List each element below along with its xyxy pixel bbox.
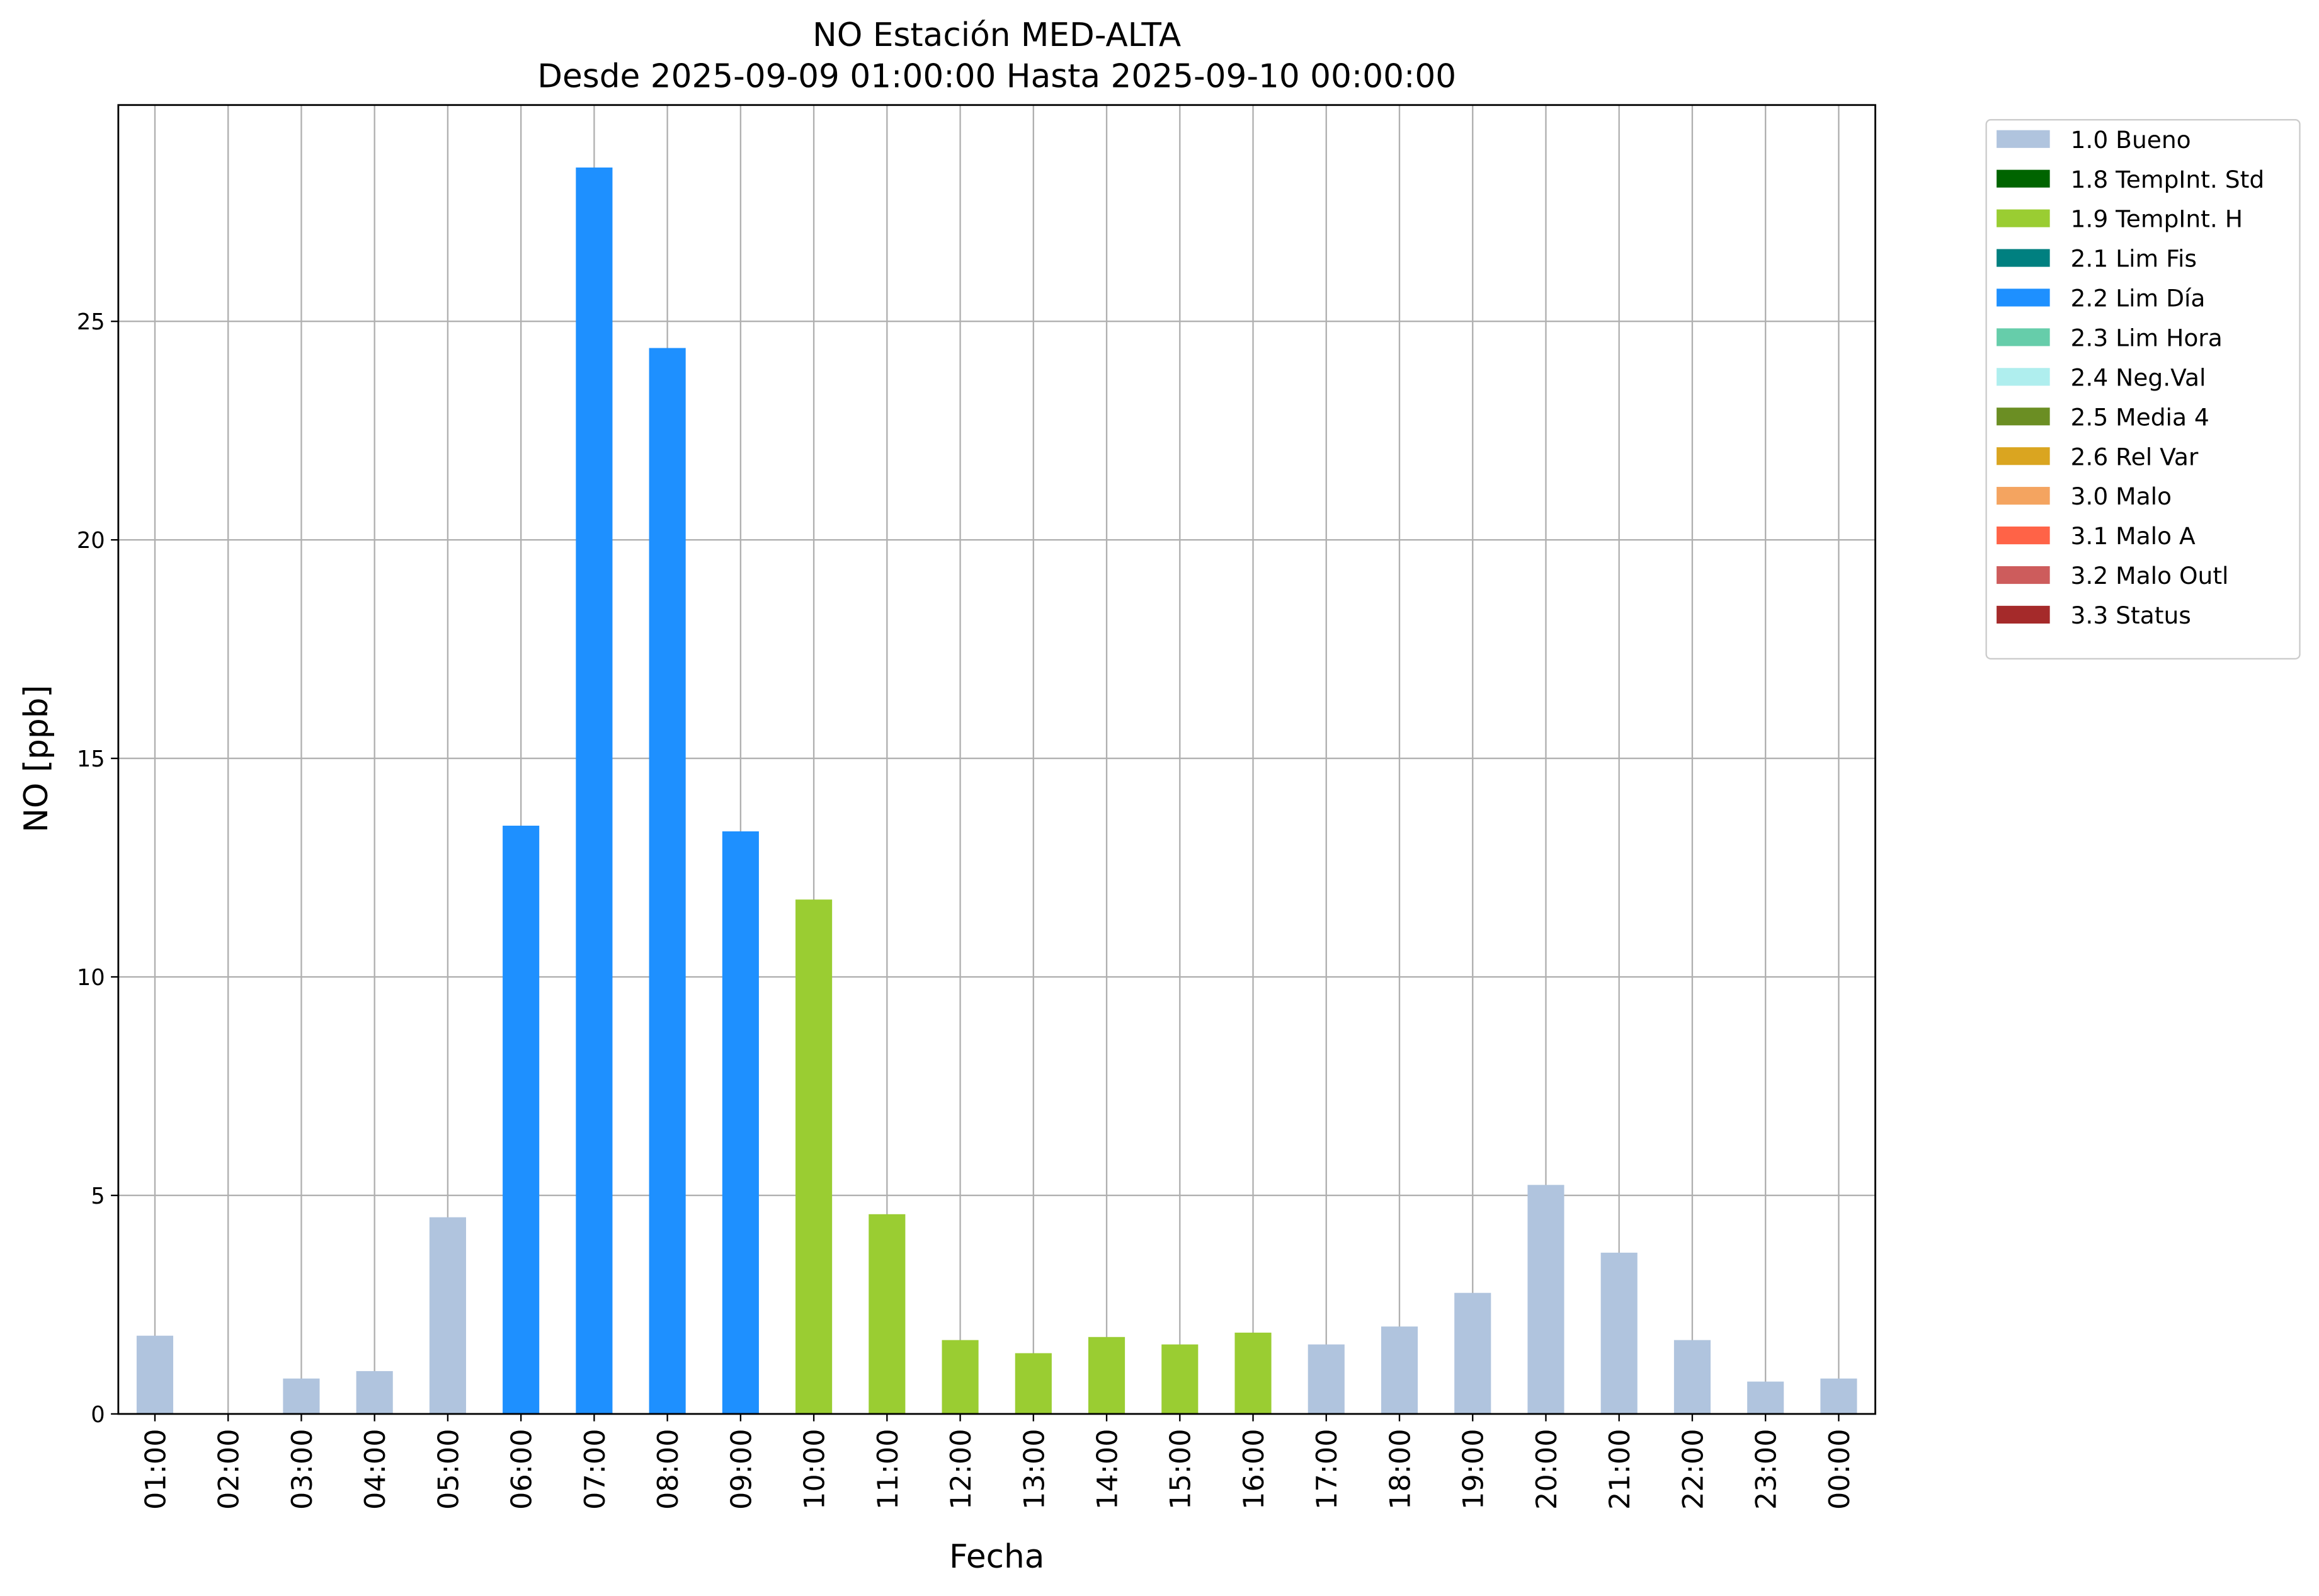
- bar: [1747, 1381, 1784, 1414]
- x-tick-label: 03:00: [286, 1428, 319, 1510]
- x-tick-label: 02:00: [213, 1428, 246, 1510]
- bar: [1820, 1378, 1857, 1414]
- legend-swatch: [1997, 328, 2050, 346]
- legend-swatch: [1997, 169, 2050, 188]
- x-tick-label: 09:00: [725, 1428, 758, 1510]
- x-tick-label: 21:00: [1604, 1428, 1636, 1510]
- x-tick-label: 05:00: [432, 1428, 465, 1510]
- x-tick-label: 13:00: [1018, 1428, 1051, 1510]
- legend-swatch: [1997, 249, 2050, 267]
- legend-swatch: [1997, 605, 2050, 624]
- legend-frame: [1985, 119, 2301, 660]
- legend-label: 1.0 Bueno: [2071, 126, 2191, 154]
- x-tick-label: 04:00: [359, 1428, 392, 1510]
- y-tick-label: 15: [77, 746, 105, 772]
- bar: [1454, 1292, 1491, 1414]
- bar: [942, 1340, 979, 1414]
- bar: [795, 899, 833, 1414]
- bar: [1673, 1340, 1711, 1414]
- bar: [1308, 1344, 1345, 1414]
- bar: [1600, 1252, 1638, 1414]
- x-tick-label: 19:00: [1457, 1428, 1490, 1510]
- legend-label: 2.1 Lim Fis: [2071, 245, 2197, 273]
- bar: [356, 1371, 393, 1414]
- legend-swatch: [1997, 368, 2050, 386]
- x-tick-label: 00:00: [1823, 1428, 1856, 1510]
- bar: [1161, 1344, 1199, 1414]
- legend-label: 2.2 Lim Día: [2071, 285, 2206, 312]
- bar: [722, 831, 759, 1414]
- legend-swatch: [1997, 526, 2050, 545]
- y-tick-label: 20: [77, 528, 105, 554]
- y-tick-label: 10: [77, 965, 105, 991]
- y-tick-label: 5: [91, 1183, 105, 1209]
- bar: [869, 1214, 906, 1414]
- bar: [429, 1217, 466, 1414]
- x-tick-label: 22:00: [1677, 1428, 1709, 1510]
- bar: [503, 825, 540, 1414]
- bar: [1088, 1337, 1125, 1414]
- bar: [1015, 1353, 1052, 1414]
- x-tick-label: 14:00: [1091, 1428, 1124, 1510]
- legend-swatch: [1997, 487, 2050, 505]
- x-tick-label: 20:00: [1530, 1428, 1563, 1510]
- x-tick-label: 12:00: [945, 1428, 977, 1510]
- x-tick-label: 15:00: [1165, 1428, 1197, 1510]
- x-tick-label: 10:00: [799, 1428, 831, 1510]
- legend-label: 2.3 Lim Hora: [2071, 324, 2223, 352]
- bar: [1527, 1185, 1564, 1414]
- x-tick-label: 18:00: [1384, 1428, 1416, 1510]
- x-tick-label: 01:00: [139, 1428, 172, 1510]
- legend-label: 1.9 TempInt. H: [2071, 205, 2243, 233]
- legend-swatch: [1997, 130, 2050, 148]
- y-axis-label: NO [ppb]: [18, 685, 55, 832]
- legend-label: 3.3 Status: [2071, 601, 2191, 629]
- legend-label: 2.4 Neg.Val: [2071, 363, 2206, 391]
- chart-subtitle: Desde 2025-09-09 01:00:00 Hasta 2025-09-…: [537, 58, 1456, 96]
- plot-frame: [117, 104, 1876, 1415]
- legend-label: 1.8 TempInt. Std: [2071, 166, 2265, 193]
- legend-label: 3.2 Malo Outl: [2071, 562, 2229, 590]
- x-tick-label: 08:00: [652, 1428, 685, 1510]
- x-tick-label: 16:00: [1238, 1428, 1270, 1510]
- bar: [136, 1335, 174, 1414]
- bar: [576, 167, 613, 1414]
- legend-swatch: [1997, 566, 2050, 584]
- legend-label: 2.5 Media 4: [2071, 403, 2209, 431]
- x-tick-label: 23:00: [1750, 1428, 1783, 1510]
- x-axis-label: Fecha: [949, 1538, 1044, 1576]
- bar: [1381, 1326, 1418, 1414]
- legend-label: 3.0 Malo: [2071, 482, 2172, 510]
- legend-swatch: [1997, 288, 2050, 307]
- chart-title: NO Estación MED-ALTA: [812, 16, 1181, 54]
- legend-label: 3.1 Malo A: [2071, 522, 2196, 550]
- x-tick-label: 06:00: [506, 1428, 538, 1510]
- legend-swatch: [1997, 209, 2050, 227]
- x-tick-label: 07:00: [579, 1428, 612, 1510]
- bar: [649, 348, 686, 1414]
- legend-swatch: [1997, 447, 2050, 465]
- legend: 1.0 Bueno 1.8 TempInt. Std 1.9 TempInt. H 2…: [1985, 119, 2301, 660]
- y-tick-label: 25: [77, 309, 105, 335]
- x-tick-label: 11:00: [872, 1428, 904, 1510]
- bar: [283, 1378, 320, 1414]
- bar: [1234, 1332, 1272, 1414]
- y-tick-label: 0: [91, 1402, 105, 1428]
- legend-label: 2.6 Rel Var: [2071, 443, 2199, 470]
- legend-swatch: [1997, 408, 2050, 426]
- x-tick-label: 17:00: [1311, 1428, 1343, 1510]
